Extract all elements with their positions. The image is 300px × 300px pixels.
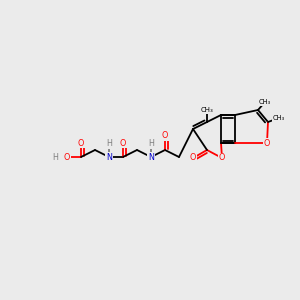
Text: H: H <box>52 152 58 161</box>
Text: O: O <box>162 131 168 140</box>
Text: CH₃: CH₃ <box>259 99 271 105</box>
Text: O: O <box>190 154 196 163</box>
Text: O: O <box>120 139 126 148</box>
Text: H: H <box>106 140 112 148</box>
Text: CH₃: CH₃ <box>273 115 285 121</box>
Text: O: O <box>264 139 270 148</box>
Text: N: N <box>106 152 112 161</box>
Text: O: O <box>78 139 84 148</box>
Text: CH₃: CH₃ <box>201 107 213 113</box>
Text: H: H <box>148 140 154 148</box>
Text: O: O <box>64 152 70 161</box>
Text: N: N <box>148 152 154 161</box>
Text: O: O <box>219 154 225 163</box>
